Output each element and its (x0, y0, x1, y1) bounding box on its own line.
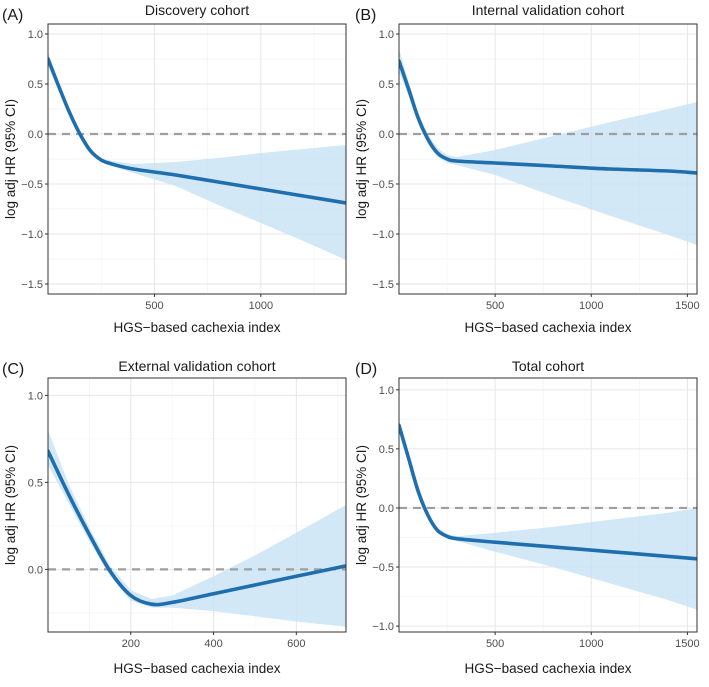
x-axis-title: HGS−based cachexia index (114, 661, 281, 676)
chart-panel-3: 200 400 600 1.0 0.5 0.0 (C) External validation… (2, 358, 347, 676)
y-tick-label: 0.0 (28, 129, 43, 141)
panel-label: (A) (2, 7, 23, 24)
y-tick-label: 1.0 (28, 29, 43, 41)
x-tick-label: 1000 (249, 300, 273, 312)
y-tick-label: −0.5 (372, 179, 394, 191)
hr-estimate-line (48, 57, 346, 205)
y-tick-label: 0.5 (28, 79, 43, 91)
y-axis-title: log adj HR (95% CI) (3, 99, 18, 219)
y-axis-title: log adj HR (95% CI) (3, 445, 18, 565)
y-tick-label: 0.5 (379, 79, 394, 91)
y-tick-label: −1.0 (21, 229, 43, 241)
chart-title: Discovery cohort (145, 2, 249, 18)
x-tick-label: 1500 (675, 300, 699, 312)
y-tick-label: 1.0 (28, 390, 43, 402)
x-tick-label: 200 (122, 638, 140, 650)
x-tick-label: 600 (287, 638, 305, 650)
x-tick-label: 1000 (579, 300, 603, 312)
chart-panel-2: 500 1000 1500 1.0 0.5 0.0 −0.5 −1.0 −1.5 (B) Inter… (354, 2, 700, 335)
panel-label: (B) (355, 7, 376, 24)
x-tick-label: 500 (486, 638, 504, 650)
x-axis-title: HGS−based cachexia index (465, 320, 632, 335)
chart-panel-4: 500 1000 1500 1.0 0.5 0.0 −0.5 −1.0 (D) Total coh… (354, 358, 700, 676)
chart-title: External validation cohort (118, 358, 275, 374)
hr-estimate-line (399, 59, 697, 175)
y-tick-label: 0.5 (379, 444, 394, 456)
plot-area (399, 420, 697, 610)
y-tick-label: 0.0 (379, 503, 394, 515)
y-tick-label: −1.5 (372, 279, 394, 291)
x-axis-title: HGS−based cachexia index (465, 661, 632, 676)
x-tick-label: 1500 (675, 638, 699, 650)
y-tick-label: −1.0 (372, 229, 394, 241)
panel-label: (C) (2, 361, 24, 378)
x-tick-label: 500 (486, 300, 504, 312)
panel-label: (D) (355, 361, 377, 378)
chart-title: Total cohort (512, 358, 584, 374)
plot-frame (47, 377, 347, 633)
x-tick-label: 1000 (579, 638, 603, 650)
x-tick-label: 500 (145, 300, 163, 312)
y-tick-label: 0.5 (28, 477, 43, 489)
x-tick-label: 400 (204, 638, 222, 650)
confidence-band (399, 420, 697, 610)
y-tick-label: 1.0 (379, 385, 394, 397)
y-tick-label: −1.0 (372, 621, 394, 633)
y-tick-label: −1.5 (21, 279, 43, 291)
hr-estimate-line (48, 449, 346, 607)
x-axis-title: HGS−based cachexia index (114, 320, 281, 335)
confidence-band (48, 52, 346, 260)
plot-area (48, 52, 346, 260)
y-tick-label: 0.0 (28, 564, 43, 576)
hr-estimate-line (399, 423, 697, 561)
plot-frame (398, 377, 698, 633)
y-tick-label: −0.5 (372, 562, 394, 574)
chart-panel-1: 500 1000 1.0 0.5 0.0 −0.5 −1.0 −1.5 (A) Discovery… (2, 2, 347, 335)
plot-frame (47, 23, 347, 295)
y-tick-label: 0.0 (379, 129, 394, 141)
confidence-band (48, 430, 346, 627)
y-tick-label: 1.0 (379, 29, 394, 41)
plot-area (48, 430, 346, 627)
plot-frame (398, 23, 698, 295)
chart-title: Internal validation cohort (472, 2, 625, 18)
y-axis-title: log adj HR (95% CI) (354, 99, 369, 219)
confidence-band (399, 49, 697, 245)
plot-area (399, 49, 697, 245)
y-axis-title: log adj HR (95% CI) (354, 445, 369, 565)
y-tick-label: −0.5 (21, 179, 43, 191)
